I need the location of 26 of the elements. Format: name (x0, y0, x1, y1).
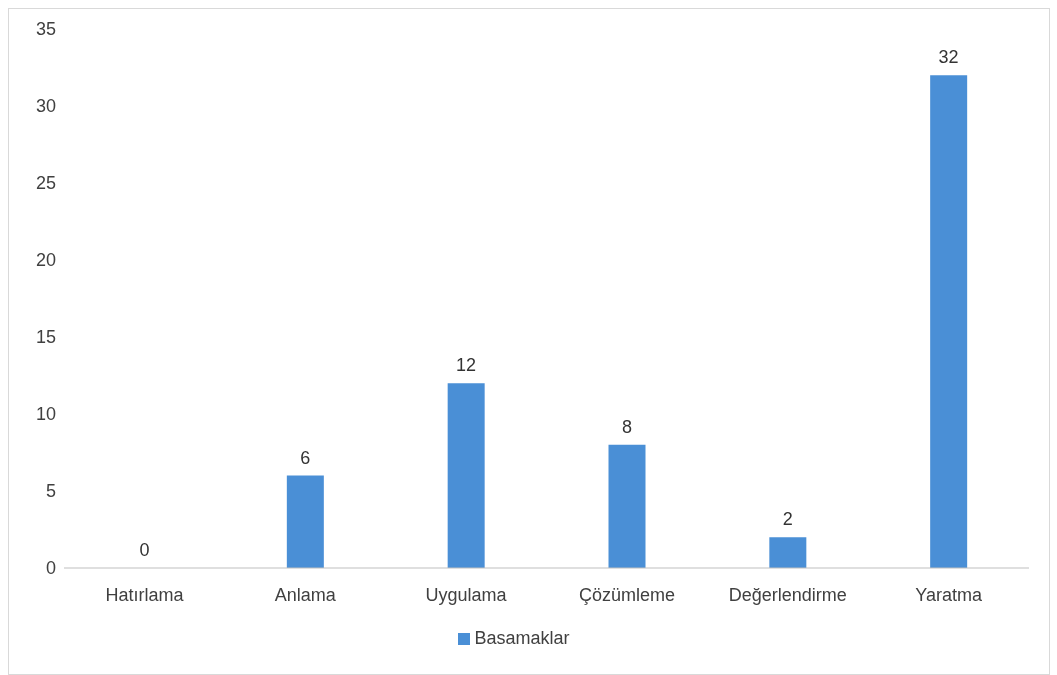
x-tick-label: Değerlendirme (728, 584, 847, 605)
y-tick-label: 30 (35, 96, 56, 117)
y-tick-label: 15 (35, 327, 56, 348)
y-tick-label: 20 (35, 250, 56, 271)
bar (930, 75, 968, 568)
legend-label: Basamaklar (474, 628, 570, 648)
x-tick-label: Yaratma (915, 584, 983, 605)
data-label: 0 (139, 540, 150, 560)
x-tick-label: Hatırlama (105, 584, 185, 605)
data-label: 12 (456, 355, 477, 376)
y-tick-label: 10 (35, 404, 56, 425)
y-tick-label: 25 (35, 173, 56, 194)
x-tick-label: Çözümleme (578, 584, 675, 605)
bar (286, 475, 324, 568)
data-label: 6 (300, 447, 311, 468)
bar (447, 383, 485, 568)
data-label: 32 (938, 47, 959, 68)
data-label: 8 (621, 416, 632, 437)
x-tick-label: Anlama (274, 584, 337, 605)
data-label: 2 (782, 509, 793, 530)
y-tick-label: 5 (45, 481, 56, 502)
y-tick-label: 35 (35, 19, 56, 40)
bar (769, 537, 807, 568)
bar (608, 444, 646, 568)
y-tick-label: 0 (45, 558, 56, 579)
x-tick-label: Uygulama (425, 584, 508, 605)
